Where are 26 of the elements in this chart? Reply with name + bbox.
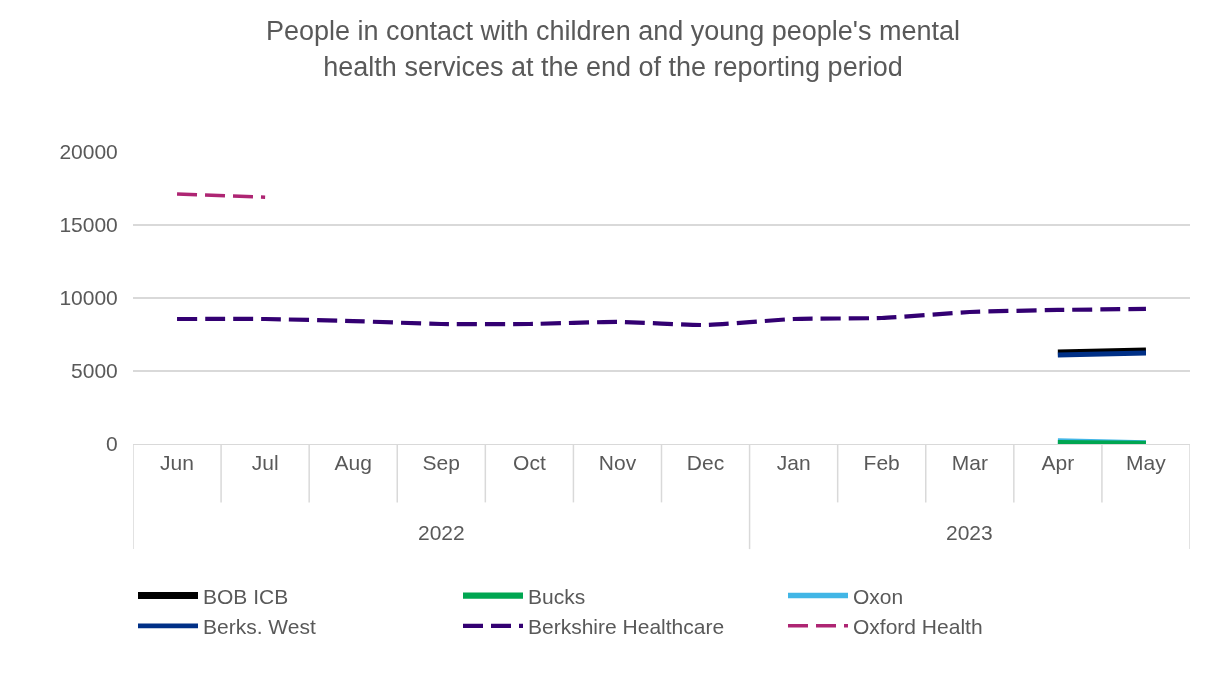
text: 2022 [418,521,465,544]
x-tick-label: Oct [513,451,546,475]
y-tick-label: 15000 [59,213,118,237]
legend-label: Berkshire Healthcare [528,615,725,639]
legend-label: Berks. West [203,615,316,639]
x-tick-label: Jul [251,451,279,475]
y-tick-label: 20000 [59,140,118,164]
x-tick-label: Aug [334,451,372,475]
x-tick-label: Sep [422,451,460,475]
legend-label: Bucks [528,584,586,608]
x-tick-label: Mar [951,451,988,475]
text: 2023 [946,521,993,544]
x-tick-label: Jun [160,451,194,475]
x-tick-label: Nov [598,451,637,475]
x-tick-label: Apr [1041,451,1075,475]
x-tick-label: Feb [863,451,900,475]
x-tick-label: Dec [686,451,725,475]
legend-label: Oxford Health [853,615,983,639]
y-tick-label: 5000 [71,359,118,383]
legend-label: BOB ICB [203,584,289,608]
y-tick-label: 10000 [59,286,118,310]
legend-label: Oxon [853,584,904,608]
x-tick-label: May [1126,451,1167,475]
x-tick-label: Jan [776,451,811,475]
chart-title: People in contact with children and young people's mental health services at the end of the reporting period [265,16,961,82]
y-tick-label: 0 [106,432,118,456]
